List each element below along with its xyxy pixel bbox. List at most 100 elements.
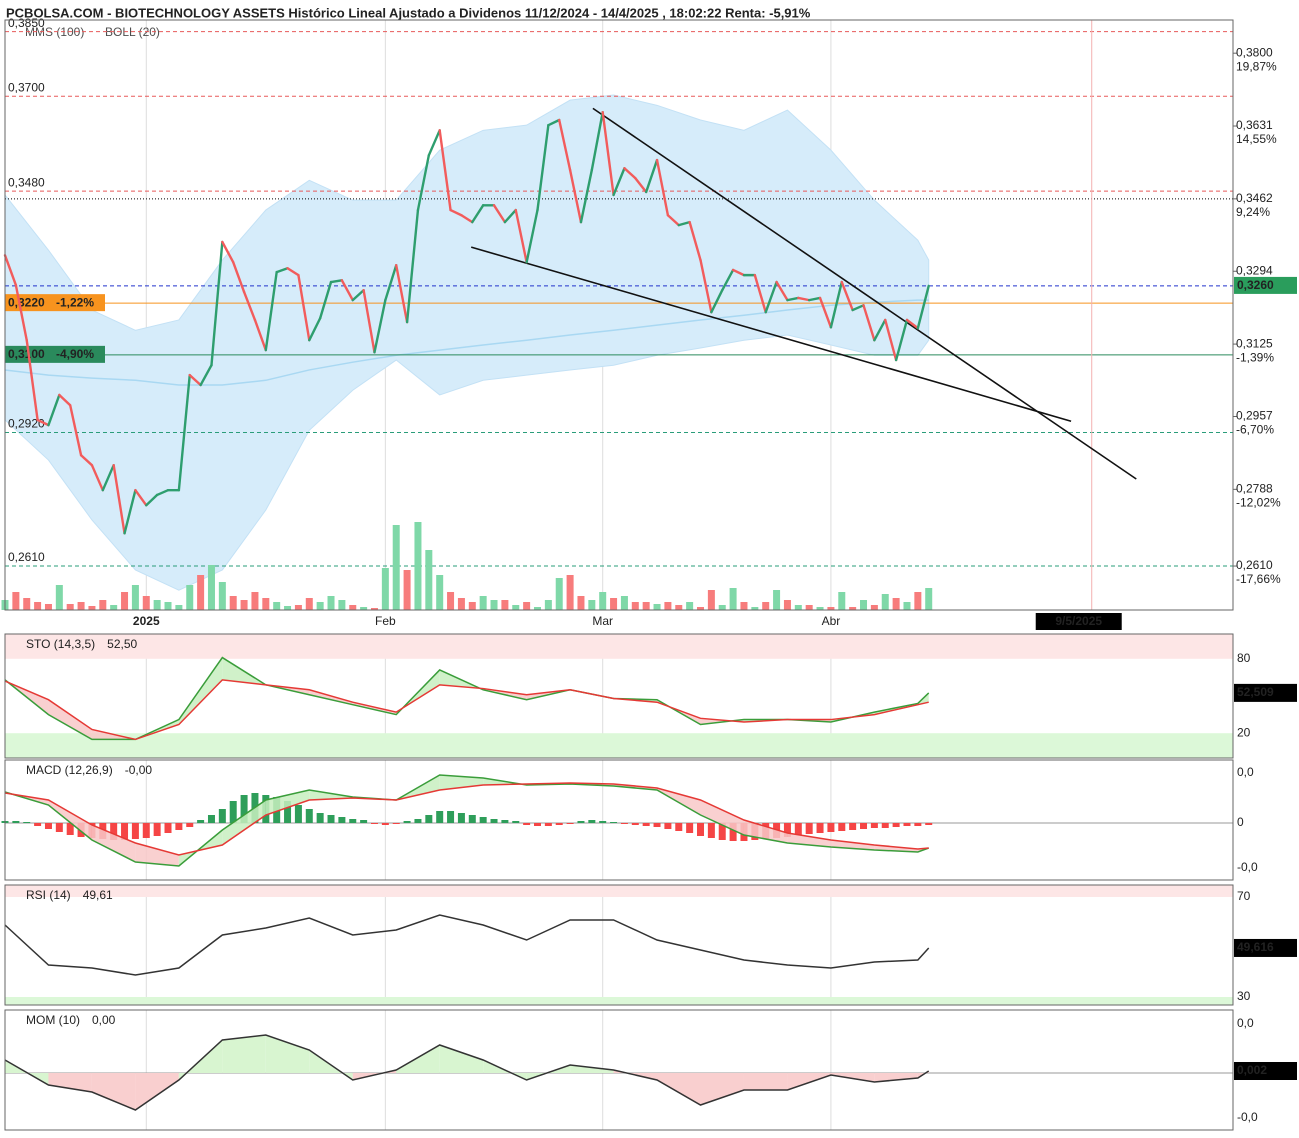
x-tick-label: Abr bbox=[822, 614, 841, 628]
histogram-bar bbox=[66, 823, 74, 835]
last-value-box bbox=[1234, 1062, 1297, 1080]
volume-bar bbox=[88, 606, 96, 610]
histogram-bar bbox=[838, 823, 846, 831]
y-tick-pct: -1,39% bbox=[1236, 350, 1274, 364]
level-label: 0,2920 bbox=[8, 417, 45, 431]
volume-bar bbox=[729, 588, 737, 610]
price-segment bbox=[177, 373, 191, 492]
histogram-bar bbox=[805, 823, 813, 834]
price-segment bbox=[264, 270, 278, 352]
price-segment bbox=[275, 267, 289, 274]
histogram-bar bbox=[414, 819, 422, 823]
level-label: 0,3850 bbox=[8, 16, 45, 30]
volume-bar bbox=[55, 585, 63, 610]
momentum-fill bbox=[657, 1073, 701, 1105]
price-segment bbox=[69, 404, 83, 457]
volume-bar bbox=[664, 602, 672, 610]
volume-bar bbox=[164, 602, 172, 610]
histogram-bar bbox=[457, 813, 465, 823]
price-segment bbox=[232, 261, 246, 294]
volume-bar bbox=[175, 605, 183, 610]
price-segment bbox=[894, 318, 909, 362]
date-marker-label: 9/5/2025 bbox=[1055, 614, 1102, 628]
histogram-bar bbox=[305, 809, 313, 823]
volume-bar bbox=[697, 607, 705, 610]
volume-bar bbox=[925, 588, 933, 610]
histogram-bar bbox=[110, 823, 118, 840]
price-segment bbox=[329, 279, 344, 284]
y-tick-label: 0,2788 bbox=[1236, 481, 1273, 495]
y-tick-label: 0 bbox=[1237, 815, 1244, 829]
histogram-bar bbox=[686, 823, 694, 833]
volume-bar bbox=[294, 605, 302, 610]
volume-bar bbox=[490, 600, 498, 610]
volume-bar bbox=[251, 592, 259, 610]
volume-bar bbox=[207, 565, 215, 610]
trendline bbox=[470, 246, 1072, 423]
histogram-bar bbox=[164, 823, 172, 833]
volume-bar bbox=[12, 592, 20, 610]
histogram-bar bbox=[436, 811, 444, 823]
histogram-bar bbox=[218, 809, 226, 823]
price-segment bbox=[405, 208, 420, 324]
volume-bar bbox=[197, 575, 205, 610]
price-segment bbox=[155, 488, 170, 497]
price-segment bbox=[492, 204, 507, 224]
volume-bar bbox=[501, 600, 509, 610]
histogram-bar bbox=[697, 823, 705, 836]
price-segment bbox=[112, 463, 126, 535]
volume-bar bbox=[381, 568, 389, 610]
price-segment bbox=[79, 454, 94, 467]
volume-bar bbox=[599, 592, 607, 610]
histogram-bar bbox=[870, 823, 878, 828]
indicator-line bbox=[4, 679, 929, 741]
price-segment bbox=[253, 318, 268, 352]
price-segment bbox=[677, 220, 691, 227]
price-segment bbox=[786, 296, 800, 302]
volume-bar bbox=[544, 600, 552, 610]
price-segment bbox=[699, 258, 713, 314]
histogram-bar bbox=[816, 823, 824, 833]
volume-bar bbox=[240, 600, 248, 610]
price-segment bbox=[188, 373, 202, 387]
histogram-bar bbox=[34, 823, 42, 826]
panel-value: 52,50 bbox=[107, 637, 137, 651]
volume-bar bbox=[66, 604, 74, 610]
volume-bar bbox=[436, 575, 444, 610]
histogram-bar bbox=[327, 815, 335, 823]
volume-bar bbox=[316, 602, 324, 610]
y-tick-label: 0,3631 bbox=[1236, 118, 1273, 132]
histogram-bar bbox=[903, 823, 911, 826]
volume-bar bbox=[349, 605, 357, 610]
histogram-bar bbox=[653, 823, 661, 827]
y-tick-pct: 19,87% bbox=[1236, 59, 1277, 73]
price-segment bbox=[373, 298, 387, 354]
indicator-line bbox=[4, 656, 930, 741]
volume-bar bbox=[903, 602, 911, 610]
volume-bar bbox=[860, 600, 868, 610]
zone-band bbox=[5, 733, 1233, 758]
price-segment bbox=[873, 318, 887, 342]
price-segment bbox=[851, 304, 865, 312]
level-label: 0,3700 bbox=[8, 80, 45, 94]
histogram-bar bbox=[610, 822, 618, 823]
volume-bar bbox=[588, 600, 596, 610]
histogram-bar bbox=[925, 823, 933, 825]
price-segment bbox=[438, 129, 452, 212]
legend-entry: MMS (100) bbox=[25, 25, 84, 39]
price-segment bbox=[25, 339, 39, 422]
histogram-bar bbox=[849, 823, 857, 830]
volume-bar bbox=[479, 596, 487, 610]
date-marker-box bbox=[1035, 613, 1122, 630]
y-tick-label: 0,3462 bbox=[1236, 191, 1273, 205]
zone-band bbox=[5, 997, 1233, 1005]
volume-bar bbox=[77, 602, 85, 610]
histogram-bar bbox=[620, 823, 628, 824]
volume-bar bbox=[631, 602, 639, 610]
histogram-bar bbox=[229, 801, 237, 823]
panel-frame bbox=[4, 633, 1234, 759]
x-tick-label: 2025 bbox=[133, 614, 160, 628]
volume-bar bbox=[773, 590, 781, 610]
price-segment bbox=[710, 289, 724, 314]
